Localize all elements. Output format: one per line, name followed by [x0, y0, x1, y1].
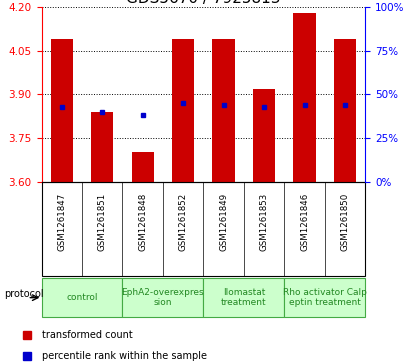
Bar [334, 39, 356, 182]
Bar [91, 112, 113, 182]
Text: GSM1261849: GSM1261849 [219, 193, 228, 251]
Text: transformed count: transformed count [42, 330, 132, 340]
FancyBboxPatch shape [203, 278, 284, 317]
Text: GSM1261853: GSM1261853 [259, 193, 269, 251]
Text: protocol: protocol [4, 289, 44, 299]
Title: GDS5670 / 7925813: GDS5670 / 7925813 [126, 0, 281, 6]
Text: GSM1261848: GSM1261848 [138, 193, 147, 251]
Text: GSM1261846: GSM1261846 [300, 193, 309, 251]
Text: percentile rank within the sample: percentile rank within the sample [42, 351, 207, 362]
Text: GSM1261850: GSM1261850 [340, 193, 349, 251]
Text: EphA2-overexpres
sion: EphA2-overexpres sion [122, 288, 204, 307]
Text: GSM1261847: GSM1261847 [57, 193, 66, 251]
Bar [172, 39, 194, 182]
Bar [51, 39, 73, 182]
Text: GSM1261851: GSM1261851 [98, 193, 107, 251]
Text: Ilomastat
treatment: Ilomastat treatment [221, 288, 266, 307]
Text: Rho activator Calp
eptin treatment: Rho activator Calp eptin treatment [283, 288, 367, 307]
Text: GSM1261852: GSM1261852 [178, 193, 188, 251]
Bar [253, 89, 275, 182]
FancyBboxPatch shape [284, 278, 365, 317]
FancyBboxPatch shape [42, 278, 122, 317]
Bar [212, 39, 235, 182]
Bar [293, 13, 316, 182]
Text: control: control [66, 293, 98, 302]
FancyBboxPatch shape [122, 278, 203, 317]
Bar [132, 152, 154, 182]
